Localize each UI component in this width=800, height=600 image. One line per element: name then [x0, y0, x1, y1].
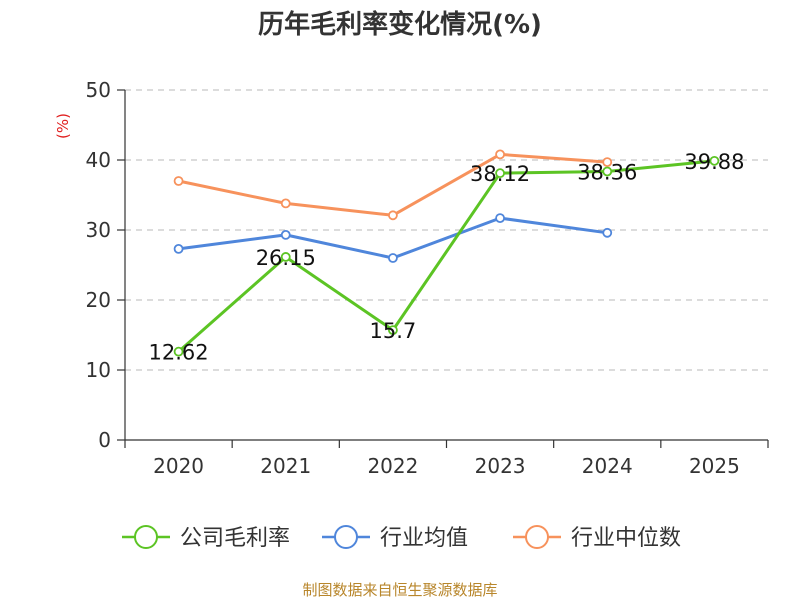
- legend-item[interactable]: 行业中位数: [513, 525, 681, 551]
- data-point[interactable]: [388, 325, 398, 336]
- legend-item[interactable]: 行业均值: [322, 525, 468, 551]
- data-label: 38.12: [470, 162, 530, 186]
- data-point[interactable]: [173, 346, 184, 357]
- legend-label: 行业均值: [380, 526, 468, 551]
- data-point[interactable]: [280, 252, 291, 262]
- legend[interactable]: 公司毛利率 行业均值 行业中位数: [122, 525, 681, 551]
- legend-item[interactable]: 公司毛利率: [122, 525, 290, 551]
- series-line: [178, 152, 608, 217]
- legend-label: 行业中位数: [571, 526, 681, 551]
- data-point[interactable]: [280, 198, 291, 209]
- x-tick-label: 2025: [689, 454, 740, 478]
- x-tick-label: 2022: [367, 454, 418, 478]
- data-point[interactable]: [602, 157, 613, 168]
- data-point[interactable]: [495, 213, 505, 224]
- data-point[interactable]: [388, 210, 398, 221]
- series-line: [178, 216, 608, 260]
- data-point[interactable]: [280, 229, 291, 240]
- source-note: 制图数据来自恒生聚源数据库: [302, 581, 497, 599]
- chart-title: 历年毛利率变化情况(%): [258, 9, 542, 40]
- y-tick-label: 50: [86, 78, 111, 102]
- series-2: [173, 149, 613, 221]
- data-point[interactable]: [173, 176, 184, 186]
- data-point[interactable]: [709, 155, 720, 166]
- series-lines: [173, 149, 720, 357]
- x-tick-label: 2024: [582, 454, 633, 478]
- data-label: 26.15: [256, 246, 316, 270]
- y-tick-label: 20: [86, 288, 111, 312]
- data-point[interactable]: [495, 168, 505, 179]
- x-tick-label: 2020: [153, 454, 204, 478]
- data-labels: 12.62 26.15 15.7 38.12 38.36 39.88: [149, 150, 745, 365]
- data-point[interactable]: [495, 149, 505, 160]
- series-1: [173, 213, 613, 263]
- legend-marker: [134, 525, 158, 549]
- legend-marker: [334, 525, 358, 549]
- y-tick-label: 0: [98, 428, 111, 452]
- y-tick-label: 30: [86, 218, 111, 242]
- data-label: 15.7: [370, 319, 417, 343]
- x-tick-label: 2021: [260, 454, 311, 478]
- data-point[interactable]: [388, 253, 398, 263]
- series-line: [177, 159, 715, 353]
- data-label: 12.62: [149, 341, 209, 365]
- series-0: [173, 155, 720, 357]
- data-label: 38.36: [577, 160, 637, 184]
- x-tick-label: 2023: [475, 454, 526, 478]
- data-point[interactable]: [602, 166, 613, 177]
- y-axis-unit: (%): [54, 113, 72, 139]
- grid: [125, 89, 768, 371]
- y-tick-label: 40: [86, 148, 111, 172]
- data-point[interactable]: [602, 227, 613, 238]
- axes: 0 10 20 30 40 50 2020 2021 2022 2023 2024 2025: [86, 78, 769, 478]
- data-point[interactable]: [173, 243, 184, 254]
- y-tick-label: 10: [86, 358, 111, 382]
- data-label: 39.88: [684, 150, 744, 174]
- legend-marker: [525, 525, 549, 549]
- legend-label: 公司毛利率: [180, 526, 290, 551]
